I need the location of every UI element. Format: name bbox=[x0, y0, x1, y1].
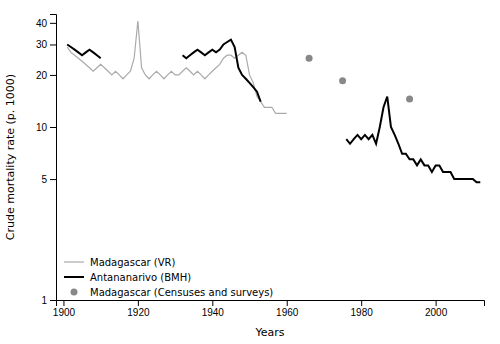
tick-mark bbox=[50, 300, 56, 301]
axis-line bbox=[57, 301, 485, 307]
point bbox=[306, 55, 313, 62]
tick-mark bbox=[138, 300, 139, 306]
tick-label: 2000 bbox=[425, 307, 448, 318]
tick-mark bbox=[50, 23, 56, 24]
tick: 1980 bbox=[351, 300, 374, 318]
chart: 1900 1920 1940 1960 1980 2000 1 5 10 20 30 40 Madaga… bbox=[0, 0, 500, 344]
y-axis: 1 5 10 20 30 40 bbox=[36, 15, 57, 306]
tick-label: 1940 bbox=[202, 307, 225, 318]
legend-label: Madagascar (Censuses and surveys) bbox=[90, 287, 273, 298]
tick: 2000 bbox=[425, 300, 448, 318]
y-axis-title: Crude mortality rate (p. 1000) bbox=[4, 74, 17, 240]
tick: 10 bbox=[36, 122, 56, 133]
tick-mark bbox=[50, 44, 56, 45]
tick: 30 bbox=[36, 39, 56, 50]
plot: 1900 1920 1940 1960 1980 2000 1 5 10 20 30 40 Madaga… bbox=[36, 15, 485, 319]
tick-mark bbox=[436, 300, 437, 306]
tick-label: 1920 bbox=[127, 307, 150, 318]
legend-symbol bbox=[64, 261, 84, 262]
tick: 40 bbox=[36, 18, 56, 29]
axis-line bbox=[50, 15, 57, 301]
legend: Madagascar (VR) Antananarivo (BMH) Madagas… bbox=[64, 257, 273, 298]
tick-label: 1900 bbox=[53, 307, 76, 318]
legend-item: Antananarivo (BMH) bbox=[64, 272, 191, 283]
tick-label: 20 bbox=[36, 70, 48, 81]
tick: 1940 bbox=[202, 300, 225, 318]
tick: 1 bbox=[41, 295, 56, 306]
tick-mark bbox=[50, 127, 56, 128]
x-axis: 1900 1920 1940 1960 1980 2000 bbox=[53, 300, 485, 318]
tick: 1960 bbox=[276, 300, 299, 318]
line bbox=[67, 21, 287, 113]
point bbox=[406, 96, 413, 103]
tick-mark bbox=[361, 300, 362, 306]
marks bbox=[67, 21, 480, 182]
legend-item: Madagascar (VR) bbox=[64, 257, 176, 268]
tick-label: 40 bbox=[36, 18, 48, 29]
tick: 1920 bbox=[127, 300, 150, 318]
legend-item: Madagascar (Censuses and surveys) bbox=[71, 287, 274, 298]
legend-symbol bbox=[64, 276, 84, 278]
tick-label: 1980 bbox=[351, 307, 374, 318]
tick: 1900 bbox=[53, 300, 76, 318]
tick-label: 10 bbox=[36, 122, 48, 133]
tick-label: 1960 bbox=[276, 307, 299, 318]
legend-label: Antananarivo (BMH) bbox=[90, 272, 191, 283]
legend-symbol bbox=[71, 289, 78, 296]
tick-label: 5 bbox=[41, 174, 47, 185]
tick: 5 bbox=[41, 174, 56, 185]
tick-mark bbox=[50, 75, 56, 76]
tick-mark bbox=[287, 300, 288, 306]
tick-mark bbox=[50, 179, 56, 180]
tick: 20 bbox=[36, 70, 56, 81]
legend-label: Madagascar (VR) bbox=[90, 257, 176, 268]
line bbox=[67, 40, 480, 183]
tick-mark bbox=[212, 300, 213, 306]
tick-label: 1 bbox=[41, 295, 47, 306]
point bbox=[339, 77, 346, 84]
x-axis-title: Years bbox=[254, 326, 284, 339]
tick-mark bbox=[63, 300, 64, 306]
tick-label: 30 bbox=[36, 39, 48, 50]
